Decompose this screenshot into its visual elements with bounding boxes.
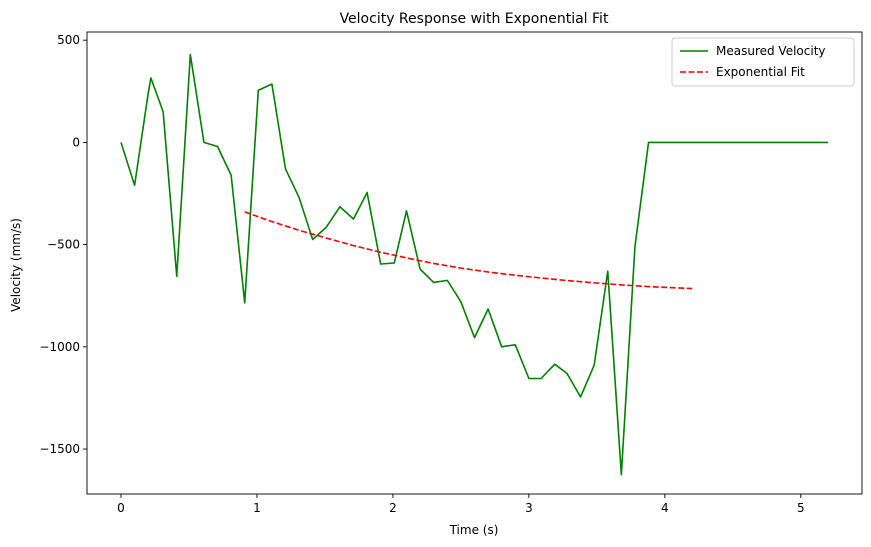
legend-box	[671, 37, 855, 87]
series-line-measured-velocity	[120, 53, 829, 476]
x-tick-label: 5	[797, 501, 805, 515]
legend-label: Measured Velocity	[716, 44, 826, 58]
legend-label: Exponential Fit	[716, 65, 805, 79]
y-axis-label: Velocity (mm/s)	[9, 218, 23, 312]
y-tick-label: 500	[57, 33, 80, 47]
series-line-exponential-fit	[244, 211, 693, 290]
chart-title: Velocity Response with Exponential Fit	[340, 11, 609, 27]
x-tick-label: 2	[389, 501, 397, 515]
axes-frame	[86, 31, 863, 495]
series-layer	[120, 53, 829, 476]
axes: 0 1 2 3 4 5 500 0 −500 −1000 −1500	[39, 31, 863, 515]
x-axis-label: Time (s)	[449, 523, 499, 537]
x-tick-label: 1	[253, 501, 261, 515]
y-tick-label: 0	[72, 135, 80, 149]
x-tick-label: 3	[525, 501, 533, 515]
y-tick-label: −500	[47, 238, 80, 252]
y-tick-label: −1500	[39, 442, 80, 456]
y-tick-label: −1000	[39, 340, 80, 354]
legend: Measured Velocity Exponential Fit	[671, 37, 855, 87]
x-tick-label: 0	[117, 501, 125, 515]
plot-area	[87, 32, 862, 494]
plot-background	[87, 32, 862, 494]
x-tick-label: 4	[661, 501, 669, 515]
